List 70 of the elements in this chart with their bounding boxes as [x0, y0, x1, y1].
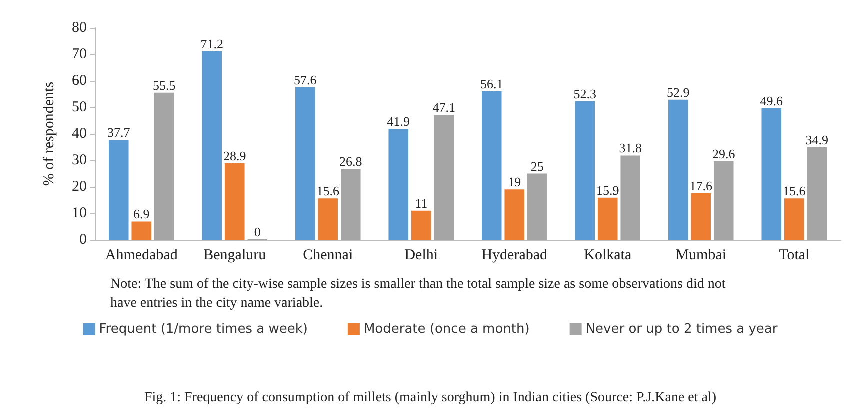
y-tick-label: 20 — [72, 179, 87, 195]
data-label: 52.9 — [667, 84, 690, 100]
bar — [434, 115, 454, 240]
x-tick-label: Kolkata — [584, 248, 632, 264]
data-label: 28.9 — [224, 148, 246, 164]
bar — [714, 162, 734, 240]
bar — [598, 198, 618, 240]
x-tick-label: Chennai — [303, 248, 354, 264]
data-label: 52.3 — [574, 86, 597, 102]
data-label: 11 — [415, 196, 428, 211]
data-label: 26.8 — [339, 154, 362, 169]
bar — [807, 148, 828, 240]
data-label: 15.9 — [596, 182, 620, 198]
data-label: 25 — [530, 158, 544, 174]
bar — [340, 168, 361, 240]
legend-label: Frequent (1/more times a week) — [99, 322, 308, 337]
data-label: 34.9 — [806, 132, 828, 148]
data-label: 37.7 — [108, 125, 131, 140]
y-tick-label: 50 — [72, 100, 87, 116]
bar — [202, 51, 222, 240]
data-label: 31.8 — [619, 140, 642, 156]
y-tick-label: 40 — [72, 126, 87, 142]
bar — [295, 87, 316, 240]
bar — [108, 140, 129, 240]
bar — [784, 198, 804, 240]
bar — [482, 91, 502, 240]
bar — [318, 198, 338, 240]
y-axis-title: % of respondents — [42, 82, 58, 186]
data-label: 55.5 — [152, 78, 176, 93]
data-label: 15.6 — [783, 184, 806, 199]
data-label: 17.6 — [690, 178, 713, 194]
bar — [691, 193, 712, 240]
data-label: 6.9 — [134, 206, 150, 222]
y-tick-label: 10 — [72, 206, 87, 222]
legend-label: Moderate (once a month) — [364, 322, 530, 337]
data-label: 15.6 — [316, 184, 340, 199]
y-tick-label: 30 — [72, 152, 87, 168]
data-label: 41.9 — [387, 114, 410, 129]
bar — [154, 92, 174, 240]
y-tick-label: 0 — [80, 232, 87, 248]
x-tick-label: Bengaluru — [204, 248, 267, 264]
text: Note: The sum of the city-wise sample sizes is smaller than the total sample size as some observations did not have entries in the city name variable. — [110, 277, 730, 311]
bar — [668, 100, 688, 240]
caption: Fig. 1: Frequency of consumption of millets (mainly sorghum) in Indian cities (Source: P.J.Kane et al) — [144, 390, 717, 406]
bar — [620, 156, 641, 240]
x-tick-label: Hyderabad — [482, 248, 548, 264]
data-label: 56.1 — [480, 76, 504, 92]
data-label: 49.6 — [760, 94, 784, 109]
bar — [762, 108, 782, 240]
x-tick-label: Total — [779, 248, 810, 264]
data-label: 0 — [254, 224, 261, 240]
x-tick-label: Mumbai — [676, 248, 727, 264]
bar — [504, 190, 525, 240]
data-label: 29.6 — [712, 146, 736, 162]
data-label: 71.2 — [200, 36, 224, 52]
bar — [527, 174, 548, 240]
bar — [575, 101, 596, 240]
y-tick-label: 60 — [72, 73, 87, 89]
legend-label: Never or up to 2 times a year — [586, 322, 778, 337]
bar — [388, 128, 409, 240]
data-label: 19 — [508, 174, 522, 190]
x-tick-label: Ahmedabad — [105, 248, 178, 264]
data-label: 47.1 — [432, 100, 456, 116]
y-tick-label: 70 — [72, 46, 87, 62]
data-label: 57.6 — [294, 72, 318, 88]
y-tick-label: 80 — [72, 20, 87, 36]
bar — [132, 222, 152, 240]
x-tick-label: Delhi — [404, 248, 438, 264]
bar — [224, 163, 245, 240]
bar — [411, 210, 432, 240]
